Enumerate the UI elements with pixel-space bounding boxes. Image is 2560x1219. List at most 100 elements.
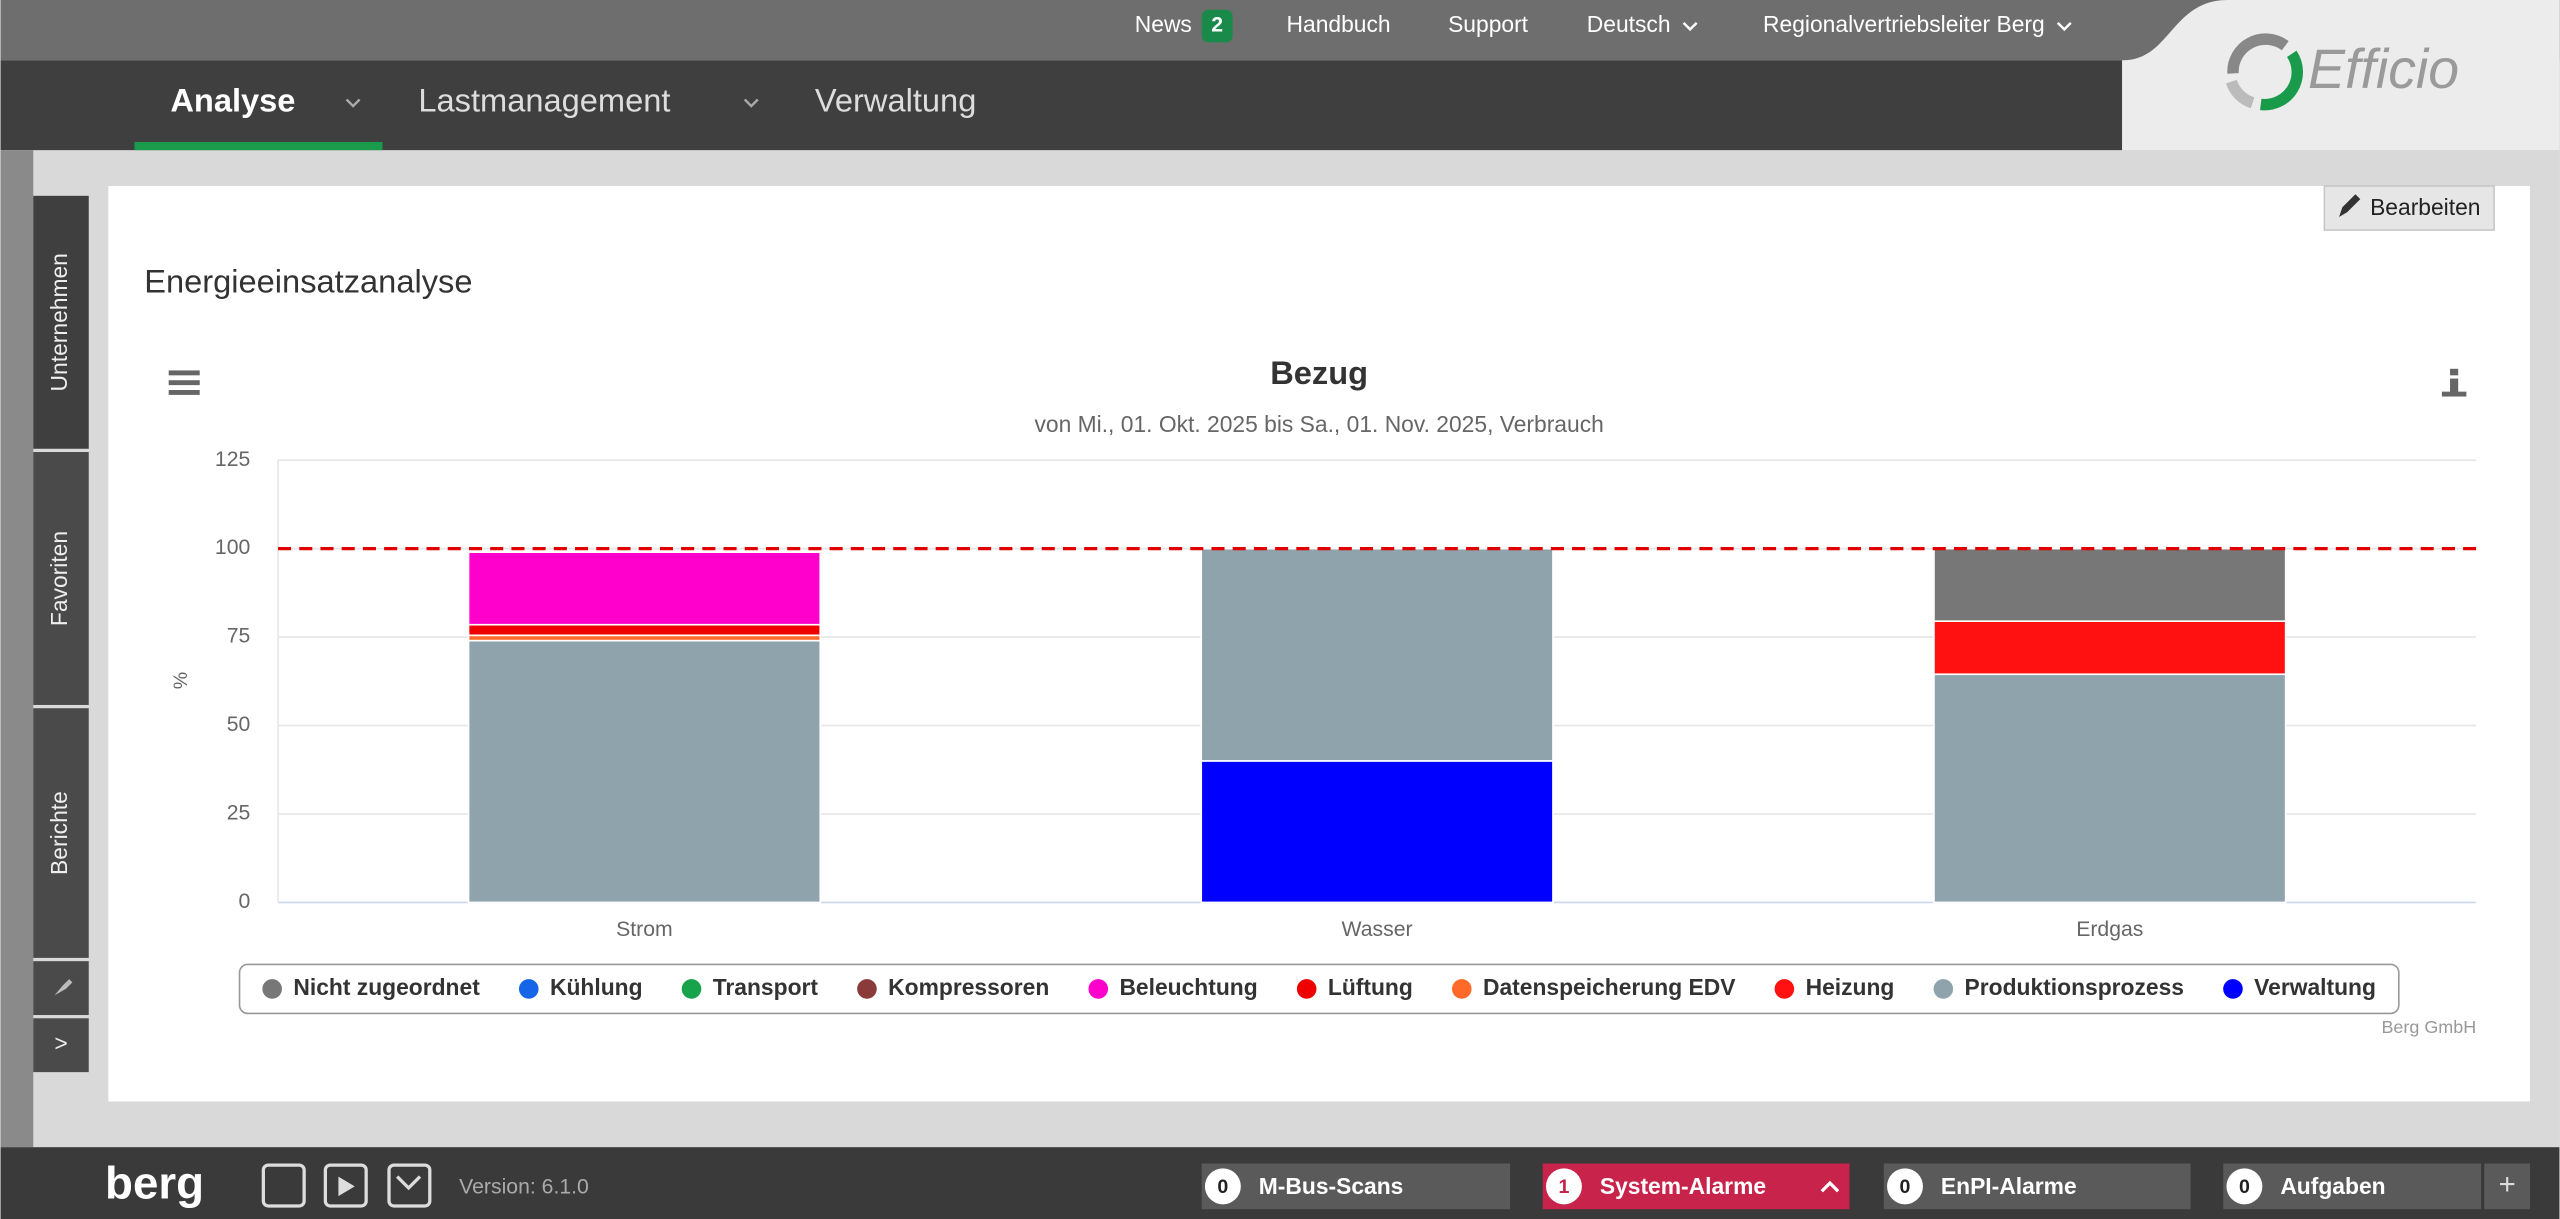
logo-arc <box>2227 33 2289 74</box>
status-button[interactable] <box>1883 1163 2191 1210</box>
x-tick-label: Wasser <box>1342 918 1413 941</box>
legend-label[interactable]: Verwaltung <box>2254 974 2376 1000</box>
nav-link[interactable]: News <box>1135 11 1192 37</box>
side-tab[interactable] <box>33 452 89 705</box>
legend-label[interactable]: Heizung <box>1806 974 1895 1000</box>
nav-link[interactable]: Handbuch <box>1287 11 1391 37</box>
logo-area <box>2122 0 2560 151</box>
status-label[interactable]: Aufgaben <box>2280 1173 2385 1199</box>
nav-link[interactable]: Regionalvertriebsleiter Berg <box>1763 11 2045 37</box>
status-button[interactable] <box>1201 1163 1511 1210</box>
status-button[interactable] <box>1542 1163 1850 1210</box>
side-tab[interactable] <box>33 1018 89 1073</box>
hamburger-menu[interactable] <box>168 370 200 395</box>
y-tick-label: 75 <box>227 625 251 648</box>
status-count-badge <box>1204 1168 1241 1205</box>
logo-text: Efficio <box>2308 38 2459 100</box>
status-count: 0 <box>1900 1176 1911 1198</box>
side-tab-label[interactable]: Favoriten <box>46 531 72 626</box>
legend-marker[interactable] <box>1774 979 1795 999</box>
info-dot[interactable] <box>2450 368 2459 376</box>
add-button[interactable] <box>2484 1163 2531 1210</box>
version: Version: 6.1.0 <box>459 1176 589 1199</box>
status-count: 0 <box>1217 1176 1228 1198</box>
social-icons[interactable] <box>261 1163 432 1208</box>
bar-segment[interactable] <box>1933 673 2287 904</box>
bar-segment[interactable] <box>467 551 822 626</box>
status-label[interactable]: EnPI-Alarme <box>1941 1173 2077 1199</box>
status-count-badge <box>1887 1168 1923 1205</box>
status-count-badge <box>2226 1168 2263 1205</box>
chart-title: Bezug <box>1270 354 1368 391</box>
news-badge <box>1201 9 1233 43</box>
pencil-icon[interactable] <box>2339 194 2361 218</box>
bar-segment[interactable] <box>467 623 822 637</box>
y-tick-label: 100 <box>215 536 250 559</box>
legend-marker[interactable] <box>262 979 282 999</box>
edit-button-label[interactable]: Bearbeiten <box>2370 194 2480 220</box>
main-tab[interactable]: Lastmanagement <box>418 81 670 118</box>
side-tab-label[interactable]: Berichte <box>46 791 72 875</box>
status-button[interactable] <box>2223 1163 2482 1210</box>
status-label[interactable]: System-Alarme <box>1600 1173 1766 1199</box>
footer-brand: berg <box>105 1157 204 1208</box>
chevron <box>743 98 759 108</box>
bar-segment[interactable] <box>1933 620 2287 676</box>
side-tab-label[interactable]: > <box>54 1030 67 1056</box>
legend-marker[interactable] <box>857 979 877 999</box>
chart-subtitle: von Mi., 01. Okt. 2025 bis Sa., 01. Nov.… <box>1034 411 1603 437</box>
news-count: 2 <box>1211 14 1223 37</box>
youtube-icon[interactable] <box>323 1163 368 1208</box>
mail-icon[interactable] <box>387 1163 432 1208</box>
menu-line[interactable] <box>168 390 200 395</box>
nav-link[interactable]: Deutsch <box>1587 11 1671 37</box>
legend-label[interactable]: Beleuchtung <box>1119 974 1257 1000</box>
legend-marker[interactable] <box>1088 979 1109 999</box>
side-tab[interactable] <box>33 195 89 449</box>
info-base[interactable] <box>2441 391 2467 397</box>
status-count: 1 <box>1558 1176 1569 1198</box>
edit-button[interactable] <box>2323 185 2495 231</box>
y-tick-label: 0 <box>238 890 250 913</box>
main-tab[interactable]: Analyse <box>170 81 295 118</box>
nav-link[interactable]: Support <box>1448 11 1529 37</box>
legend-marker[interactable] <box>1933 979 1954 999</box>
legend-marker[interactable] <box>1451 979 1472 999</box>
status-count: 0 <box>2239 1176 2250 1198</box>
bar-segment[interactable] <box>1200 547 1554 762</box>
info-bar[interactable] <box>2450 378 2459 394</box>
chevron <box>345 98 361 108</box>
legend-marker[interactable] <box>681 979 702 999</box>
bar-segment[interactable] <box>1933 547 2287 622</box>
legend-label[interactable]: Datenspeicherung EDV <box>1483 974 1736 1000</box>
legend-label[interactable]: Nicht zugeordnet <box>293 974 480 1000</box>
legend-marker[interactable] <box>2223 979 2243 999</box>
legend-label[interactable]: Transport <box>713 974 819 1000</box>
left-edge <box>0 150 34 1148</box>
legend-label[interactable]: Kühlung <box>550 974 643 1000</box>
add-button-label[interactable]: + <box>2499 1168 2516 1201</box>
side-tab-label[interactable]: Unternehmen <box>46 253 72 391</box>
play-glyph <box>338 1176 355 1197</box>
bar-segment[interactable] <box>1200 760 1554 904</box>
side-tab[interactable] <box>33 708 89 958</box>
main-tab[interactable]: Verwaltung <box>815 81 976 118</box>
menu-line[interactable] <box>168 370 200 376</box>
linkedin-icon[interactable] <box>261 1163 306 1208</box>
menu-line[interactable] <box>168 380 200 386</box>
legend-marker[interactable] <box>1296 979 1317 999</box>
status-label[interactable]: M-Bus-Scans <box>1259 1173 1404 1199</box>
legend: Nicht zugeordnet Kühlung Transport Kompress… <box>262 974 2376 1000</box>
legend-label[interactable]: Produktionsprozess <box>1965 974 2184 1000</box>
legend-label[interactable]: Lüftung <box>1328 974 1413 1000</box>
info-icon[interactable] <box>2441 368 2467 397</box>
logo-icon <box>2225 33 2303 111</box>
legend-label[interactable]: Kompressoren <box>888 974 1049 1000</box>
chevron <box>1682 21 1698 32</box>
bar-segment[interactable] <box>467 639 822 904</box>
legend-marker[interactable] <box>518 979 539 999</box>
status-count-badge <box>1545 1168 1582 1205</box>
x-tick-label: Strom <box>616 918 673 941</box>
